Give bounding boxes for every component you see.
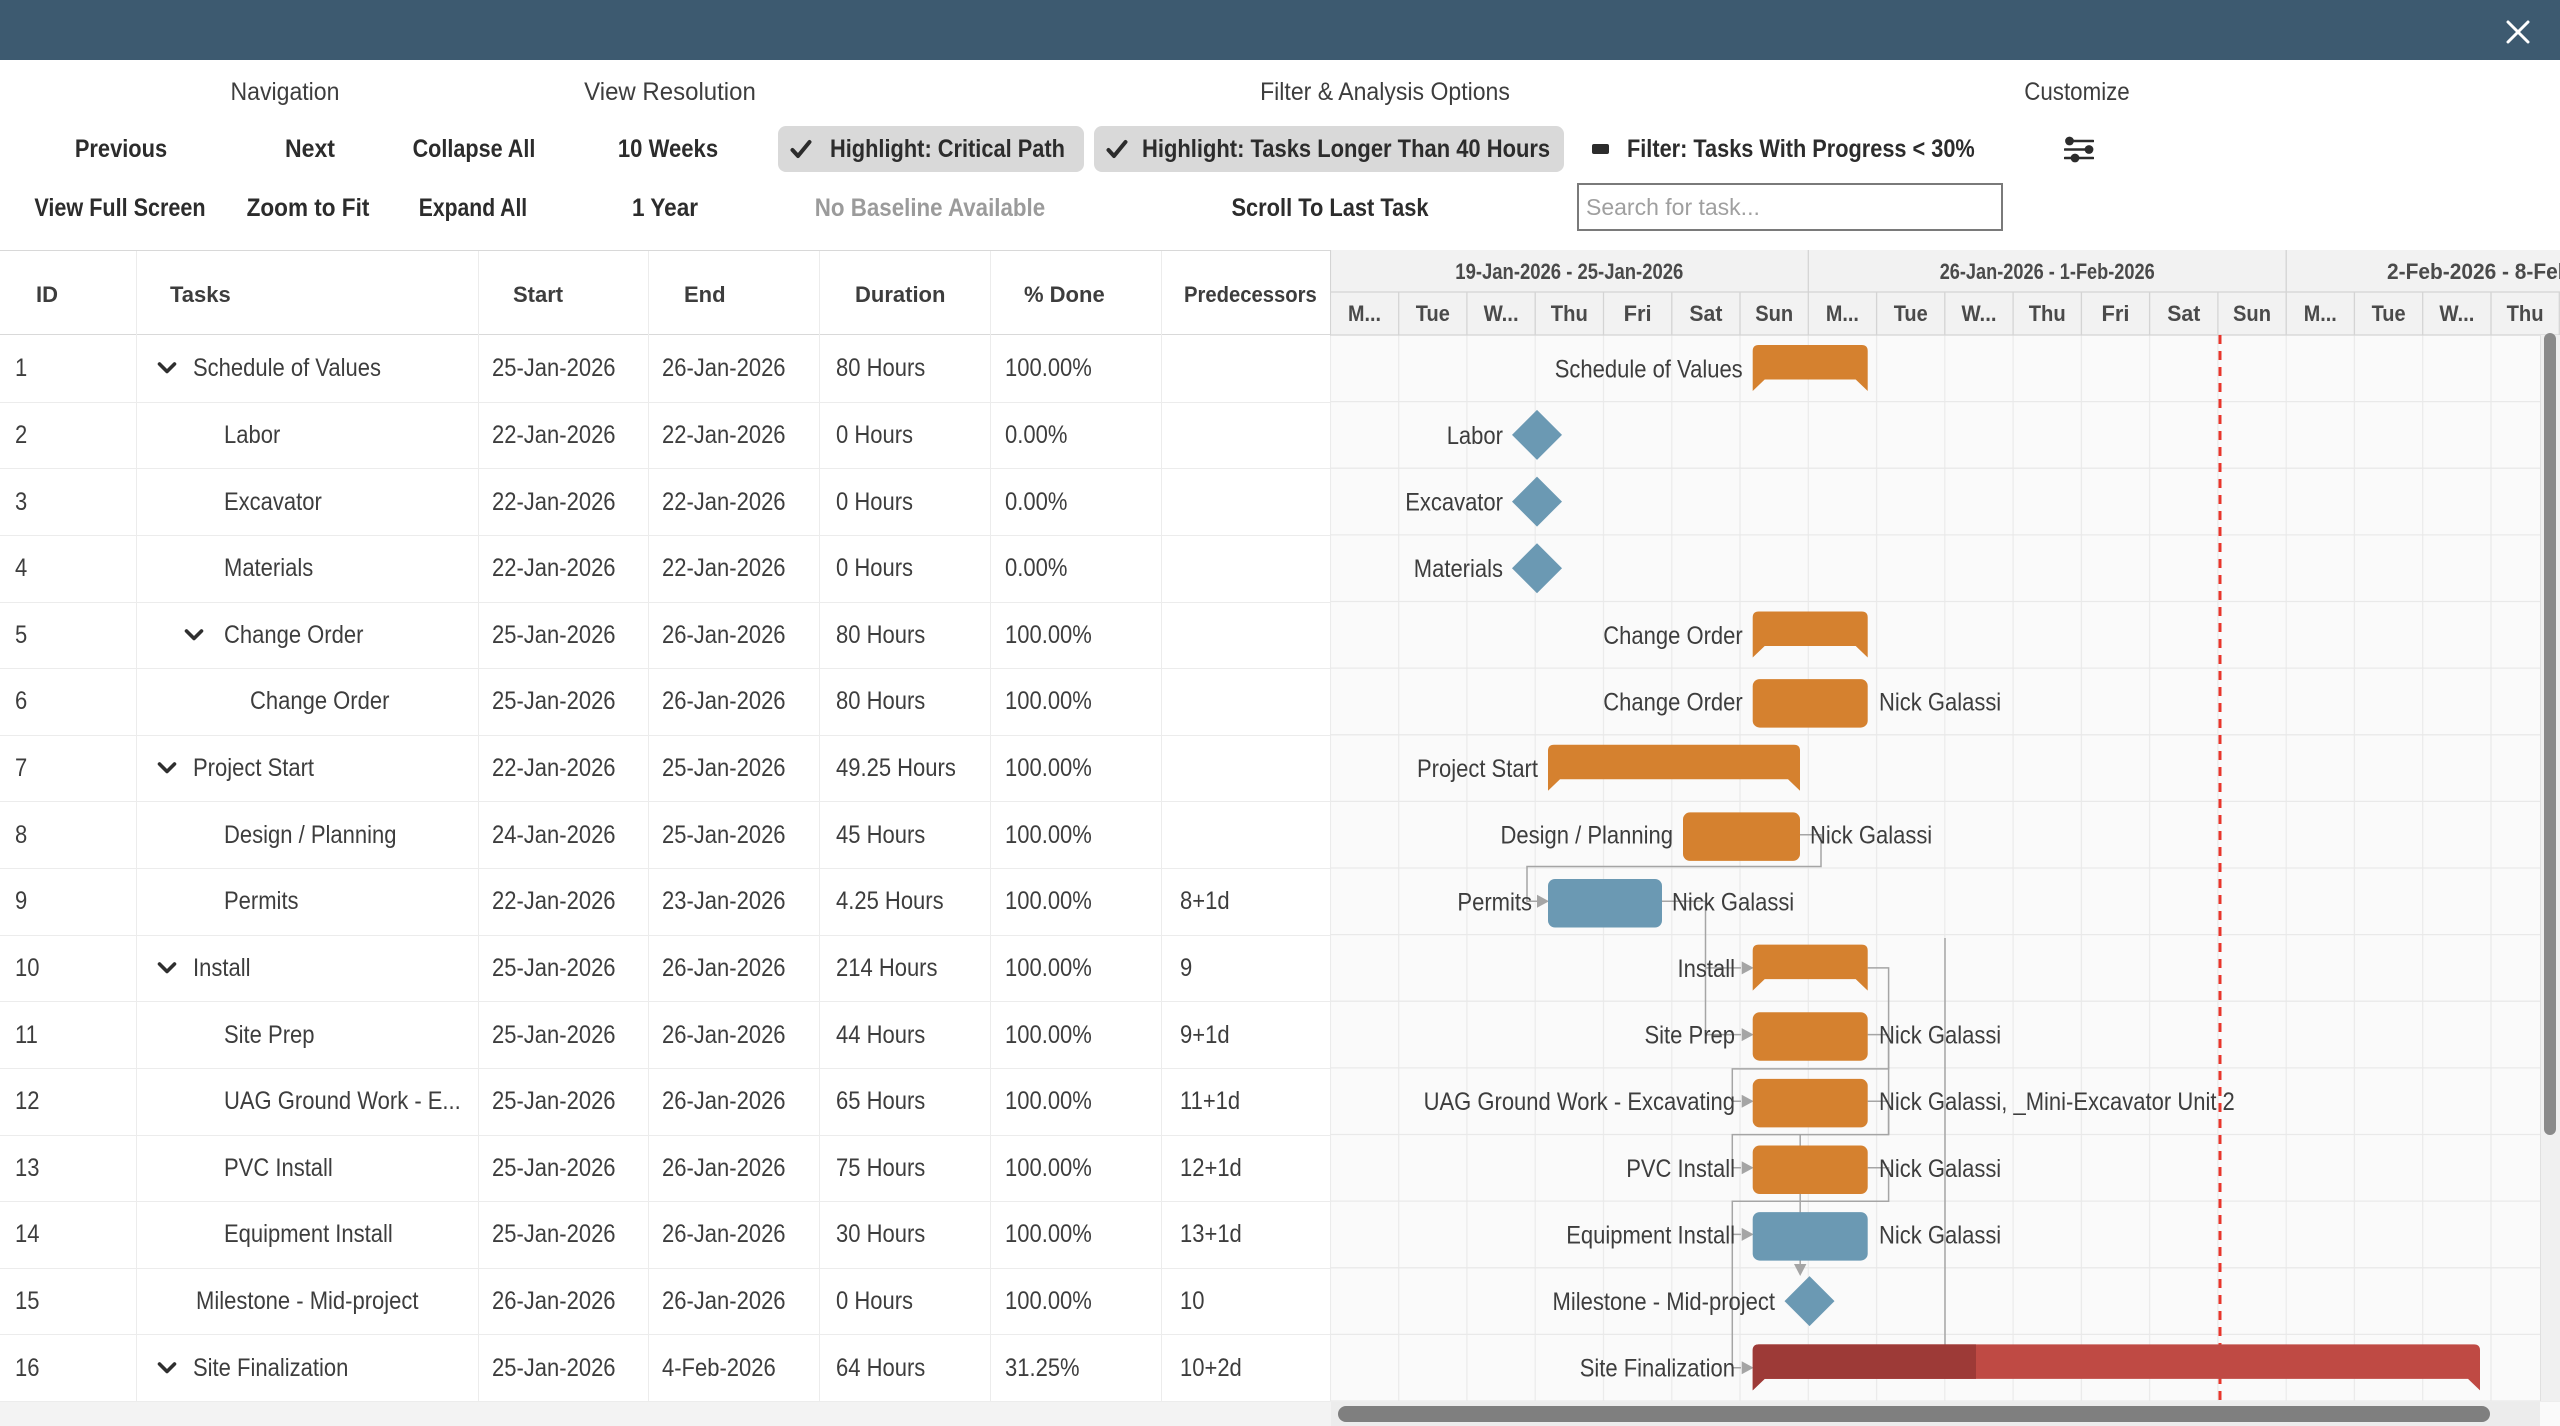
svg-text:Equipment Install: Equipment Install — [1566, 1221, 1735, 1249]
svg-text:Nick Galassi: Nick Galassi — [1879, 688, 2001, 716]
svg-text:2-Feb-2026 - 8-Feb-2026: 2-Feb-2026 - 8-Feb-2026 — [2387, 259, 2560, 284]
svg-text:Change Order: Change Order — [1603, 688, 1742, 716]
svg-text:Thu: Thu — [1551, 301, 1588, 326]
svg-text:W...: W... — [2439, 301, 2474, 326]
svg-text:M...: M... — [1348, 301, 1381, 326]
svg-text:Fri: Fri — [2102, 301, 2130, 326]
svg-text:Labor: Labor — [1447, 422, 1503, 450]
svg-text:Schedule of Values: Schedule of Values — [1555, 355, 1743, 383]
svg-text:Materials: Materials — [1414, 555, 1503, 583]
svg-text:Sat: Sat — [1689, 301, 1723, 326]
svg-text:Nick Galassi: Nick Galassi — [1879, 1221, 2001, 1249]
svg-text:Nick Galassi: Nick Galassi — [1810, 822, 1932, 850]
svg-text:PVC Install: PVC Install — [1626, 1155, 1735, 1183]
svg-text:Sun: Sun — [1755, 301, 1793, 326]
svg-text:Design / Planning: Design / Planning — [1501, 822, 1674, 850]
svg-text:Milestone - Mid-project: Milestone - Mid-project — [1553, 1288, 1776, 1316]
svg-text:Nick Galassi: Nick Galassi — [1879, 1155, 2001, 1183]
svg-text:Tue: Tue — [2372, 301, 2406, 326]
svg-text:Nick Galassi: Nick Galassi — [1879, 1022, 2001, 1050]
svg-text:Site Prep: Site Prep — [1645, 1022, 1736, 1050]
svg-text:Permits: Permits — [1457, 888, 1532, 916]
svg-text:W...: W... — [1962, 301, 1997, 326]
svg-text:UAG Ground Work - Excavating: UAG Ground Work - Excavating — [1424, 1088, 1735, 1116]
svg-text:M...: M... — [2304, 301, 2337, 326]
svg-text:Install: Install — [1678, 955, 1736, 983]
svg-text:Tue: Tue — [1416, 301, 1450, 326]
svg-text:19-Jan-2026 - 25-Jan-2026: 19-Jan-2026 - 25-Jan-2026 — [1455, 259, 1683, 284]
svg-text:26-Jan-2026 - 1-Feb-2026: 26-Jan-2026 - 1-Feb-2026 — [1940, 259, 2155, 284]
svg-text:Sat: Sat — [2167, 301, 2201, 326]
svg-text:Change Order: Change Order — [1603, 622, 1742, 650]
svg-text:Nick Galassi, _Mini-Excavator: Nick Galassi, _Mini-Excavator Unit 2 — [1879, 1088, 2235, 1116]
svg-text:Thu: Thu — [2507, 301, 2544, 326]
svg-text:W...: W... — [1484, 301, 1519, 326]
svg-text:Project Start: Project Start — [1417, 755, 1538, 783]
svg-text:Nick Galassi: Nick Galassi — [1672, 888, 1794, 916]
svg-text:Excavator: Excavator — [1405, 489, 1503, 517]
svg-text:Tue: Tue — [1894, 301, 1928, 326]
svg-text:Site Finalization: Site Finalization — [1580, 1355, 1735, 1383]
svg-text:Thu: Thu — [2029, 301, 2066, 326]
svg-text:Fri: Fri — [1624, 301, 1652, 326]
svg-text:M...: M... — [1826, 301, 1859, 326]
svg-text:Sun: Sun — [2233, 301, 2271, 326]
